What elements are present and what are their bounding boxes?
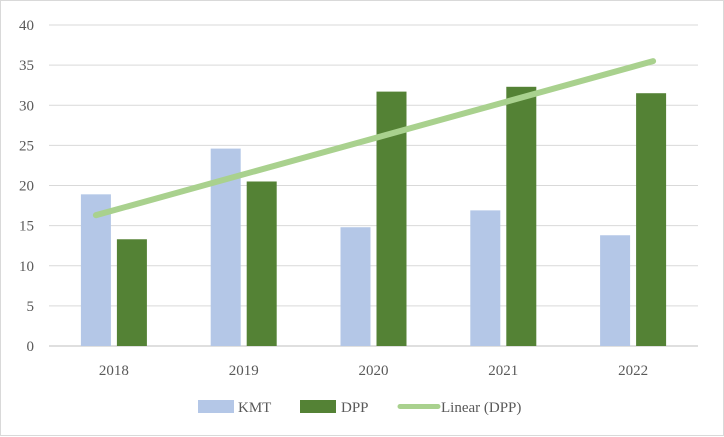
- legend-label-dpp: DPP: [341, 400, 369, 416]
- legend-label-kmt: KMT: [238, 400, 271, 416]
- bar-kmt-2022: [600, 235, 631, 346]
- legend-swatch-kmt: [198, 400, 234, 413]
- y-tick-label: 40: [19, 18, 34, 34]
- y-tick-label: 35: [19, 58, 34, 74]
- trendline-dpp: [92, 58, 657, 219]
- y-tick-label: 10: [19, 259, 34, 275]
- bar-kmt-2020: [340, 227, 371, 346]
- y-tick-label: 15: [19, 219, 34, 235]
- y-axis-ticks: 0 5 10 15 20 25 30 35 40: [19, 18, 34, 355]
- bar-kmt-2018: [80, 194, 111, 346]
- gridlines: [49, 24, 698, 347]
- x-tick-label-2022: 2022: [618, 363, 648, 379]
- x-tick-label-2021: 2021: [488, 363, 518, 379]
- y-tick-label: 30: [19, 98, 34, 114]
- y-tick-label: 5: [27, 299, 35, 315]
- bars: [80, 86, 667, 347]
- legend: KMT DPP Linear (DPP): [198, 400, 521, 416]
- legend-label-trendline: Linear (DPP): [441, 400, 521, 416]
- x-tick-label-2019: 2019: [229, 363, 259, 379]
- x-axis-ticks: 2018 2019 2020 2021 2022: [99, 363, 648, 379]
- x-tick-label-2018: 2018: [99, 363, 129, 379]
- y-tick-label: 0: [27, 339, 35, 355]
- y-tick-label: 25: [19, 138, 34, 154]
- trendline-layer: [92, 58, 657, 219]
- legend-swatch-dpp: [300, 400, 336, 413]
- bar-kmt-2021: [470, 210, 501, 346]
- x-tick-label-2020: 2020: [359, 363, 389, 379]
- bar-dpp-2018: [116, 239, 147, 346]
- bar-dpp-2021: [506, 86, 537, 346]
- bar-dpp-2022: [636, 93, 667, 347]
- bar-dpp-2019: [246, 181, 277, 346]
- y-tick-label: 20: [19, 179, 34, 195]
